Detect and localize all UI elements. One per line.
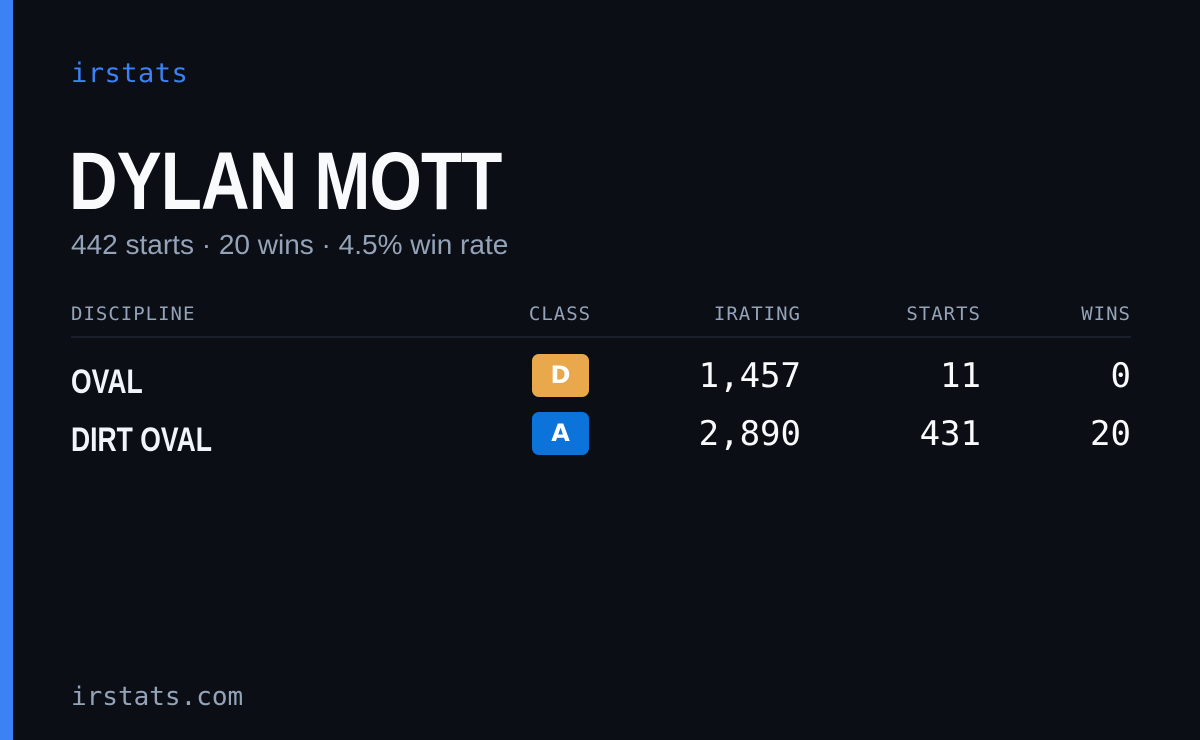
table-header-row: DISCIPLINE CLASS IRATING STARTS WINS: [71, 300, 1131, 338]
driver-summary: 442 starts · 20 wins · 4.5% win rate: [71, 229, 509, 260]
license-class-badge: D: [532, 354, 589, 397]
starts-value: 431: [919, 414, 981, 454]
header-class: CLASS: [528, 303, 592, 325]
header-discipline: DISCIPLINE: [71, 303, 196, 325]
wins-value: 0: [1110, 356, 1131, 396]
starts-value: 11: [940, 356, 981, 396]
footer-url[interactable]: irstats.com: [71, 682, 244, 712]
table-row: OVAL D 1,457 11 0: [71, 354, 1131, 412]
class-badge-cell: A: [532, 412, 589, 455]
discipline-name: OVAL: [71, 363, 143, 401]
irating-value: 2,890: [698, 414, 801, 454]
irating-value: 1,457: [698, 356, 801, 396]
discipline-stats-table: DISCIPLINE CLASS IRATING STARTS WINS OVA…: [71, 300, 1131, 470]
driver-name: DYLAN MOTT: [69, 136, 502, 227]
table-row: DIRT OVAL A 2,890 431 20: [71, 412, 1131, 470]
header-starts: STARTS: [906, 303, 981, 325]
brand-logo-text[interactable]: irstats: [71, 58, 189, 89]
class-badge-cell: D: [532, 354, 589, 397]
header-wins: WINS: [1081, 303, 1131, 325]
header-irating: IRATING: [713, 303, 801, 325]
accent-bar: [0, 0, 13, 740]
discipline-name: DIRT OVAL: [71, 421, 212, 459]
wins-value: 20: [1090, 414, 1131, 454]
license-class-badge: A: [532, 412, 589, 455]
